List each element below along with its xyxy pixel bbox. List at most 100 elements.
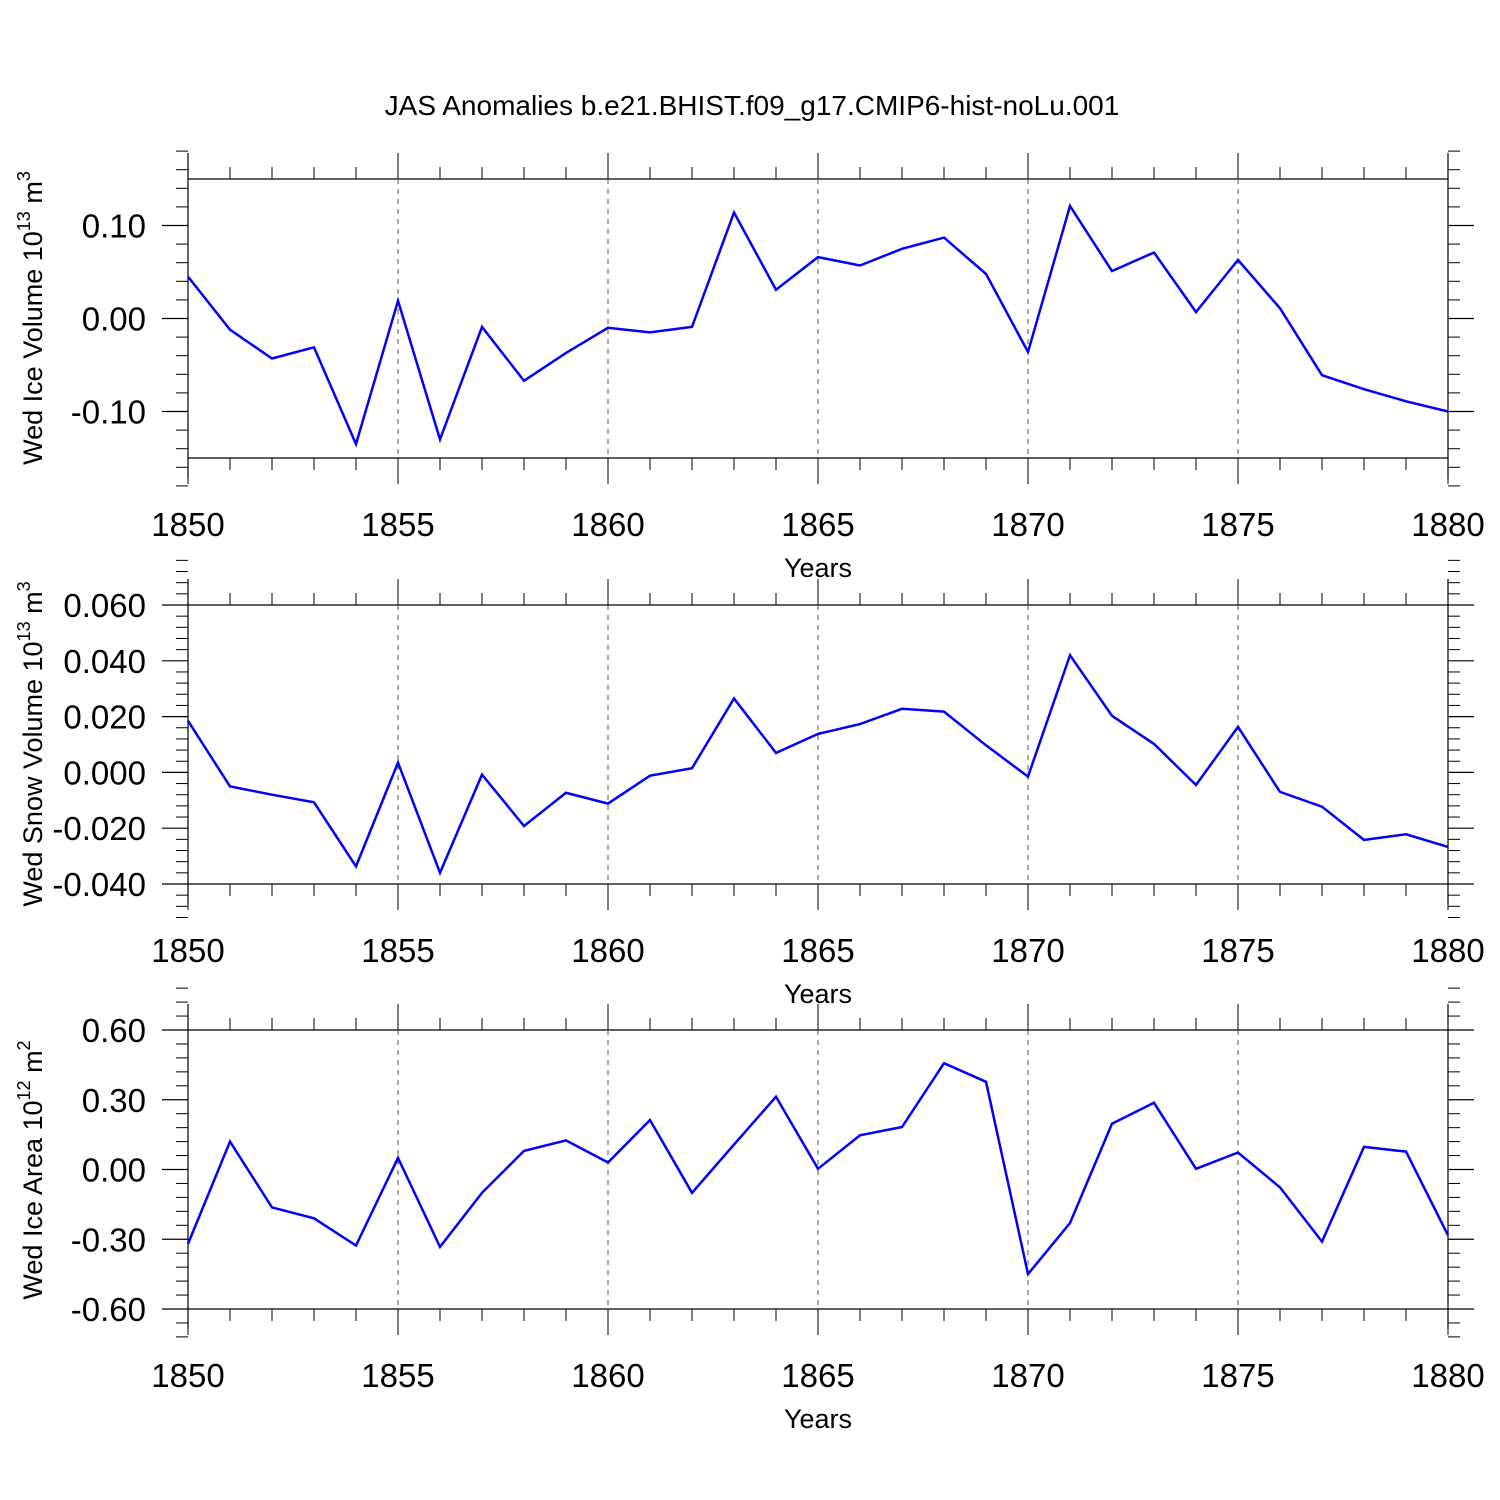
data-point (1237, 259, 1239, 261)
y-tick-label: 0.00 (82, 301, 146, 338)
data-point (1321, 1240, 1323, 1242)
data-point (607, 327, 609, 329)
x-tick-label: 1860 (571, 932, 644, 969)
data-point (859, 264, 861, 266)
x-tick-label: 1860 (571, 506, 644, 543)
data-point (229, 328, 231, 330)
panel-3: 1850 1855 1860 1865 1870 1875 1880 Years 0.60 0.3… (14, 987, 1485, 1434)
x-tick-label: 1850 (151, 1357, 224, 1394)
y-axis-label-ylabel-unit: m (18, 591, 48, 621)
series-line (186, 1061, 1450, 1277)
data-point (481, 326, 483, 328)
data-point (817, 256, 819, 258)
data-point (943, 1062, 945, 1064)
data-point (313, 801, 315, 803)
data-point (1447, 1234, 1449, 1236)
data-point (1321, 806, 1323, 808)
data-point (649, 775, 651, 777)
x-tick-label: 1875 (1201, 932, 1274, 969)
data-point (229, 1140, 231, 1142)
data-point (1069, 654, 1071, 656)
data-point (313, 1217, 315, 1219)
data-point (439, 872, 441, 874)
data-point (901, 708, 903, 710)
data-point (439, 1246, 441, 1248)
data-point (229, 785, 231, 787)
data-point (691, 767, 693, 769)
data-point (355, 865, 357, 867)
data-point (817, 733, 819, 735)
data-point (523, 825, 525, 827)
data-point (397, 761, 399, 763)
data-point (439, 438, 441, 440)
data-point (355, 1244, 357, 1246)
data-point (859, 723, 861, 725)
data-point (733, 1143, 735, 1145)
y-axis-label-ylabel-unit: m (18, 1050, 48, 1080)
data-point (607, 802, 609, 804)
data-point (1363, 839, 1365, 841)
x-tick-label: 1880 (1411, 932, 1484, 969)
data-point (481, 773, 483, 775)
data-point (649, 1119, 651, 1121)
y-axis-label-ylabel-unit-exp: 2 (14, 1040, 34, 1050)
data-point (565, 1139, 567, 1141)
data-point (775, 752, 777, 754)
x-tick-label: 1865 (781, 1357, 854, 1394)
y-axis-label-ylabel-main: Wed Ice Area 10 (18, 1100, 48, 1299)
data-point (733, 211, 735, 213)
x-tick-label: 1850 (151, 506, 224, 543)
y-tick-label: -0.10 (71, 394, 146, 431)
y-tick-label: 0.060 (63, 587, 146, 624)
y-tick-label: -0.040 (52, 866, 146, 903)
data-point (523, 1150, 525, 1152)
x-tick-label: 1855 (361, 1357, 434, 1394)
x-tick-label: 1875 (1201, 1357, 1274, 1394)
data-point (943, 236, 945, 238)
data-point (1279, 307, 1281, 309)
data-point (775, 1096, 777, 1098)
data-point (859, 1134, 861, 1136)
y-tick-label: 0.040 (63, 643, 146, 680)
data-point (1405, 1150, 1407, 1152)
y-tick-label: 0.10 (82, 208, 146, 245)
data-point (1153, 743, 1155, 745)
x-tick-label: 1865 (781, 932, 854, 969)
y-tick-label: -0.30 (71, 1221, 146, 1258)
data-point (1195, 1168, 1197, 1170)
data-point (1069, 1222, 1071, 1224)
data-point (1069, 205, 1071, 207)
x-tick-label: 1875 (1201, 506, 1274, 543)
data-point (1321, 374, 1323, 376)
y-axis-label-ylabel-exp: 12 (14, 1080, 34, 1100)
y-tick-label: 0.60 (82, 1012, 146, 1049)
data-point (187, 275, 189, 277)
data-point (1153, 1102, 1155, 1104)
x-tick-label: 1870 (991, 1357, 1064, 1394)
y-axis-label: Wed Ice Volume 1013 m3 (14, 171, 48, 465)
data-point (271, 357, 273, 359)
data-point (985, 744, 987, 746)
data-point (1111, 715, 1113, 717)
y-tick-label: -0.60 (71, 1291, 146, 1328)
data-point (985, 273, 987, 275)
data-point (607, 1161, 609, 1163)
y-axis-label: Wed Ice Area 1012 m2 (14, 1040, 48, 1299)
data-point (1195, 784, 1197, 786)
data-point (481, 1192, 483, 1194)
x-tick-label: 1850 (151, 932, 224, 969)
data-point (355, 443, 357, 445)
y-tick-label: 0.020 (63, 699, 146, 736)
data-point (649, 331, 651, 333)
data-point (1363, 388, 1365, 390)
y-tick-label: 0.000 (63, 754, 146, 791)
data-point (775, 288, 777, 290)
data-point (565, 792, 567, 794)
data-point (901, 248, 903, 250)
data-point (1237, 726, 1239, 728)
panel-1: 1850 1855 1860 1865 1870 1875 1880 Years 0.10 0.0… (14, 150, 1485, 583)
data-point (1405, 833, 1407, 835)
y-axis-label-ylabel-unit-exp: 3 (14, 171, 34, 181)
